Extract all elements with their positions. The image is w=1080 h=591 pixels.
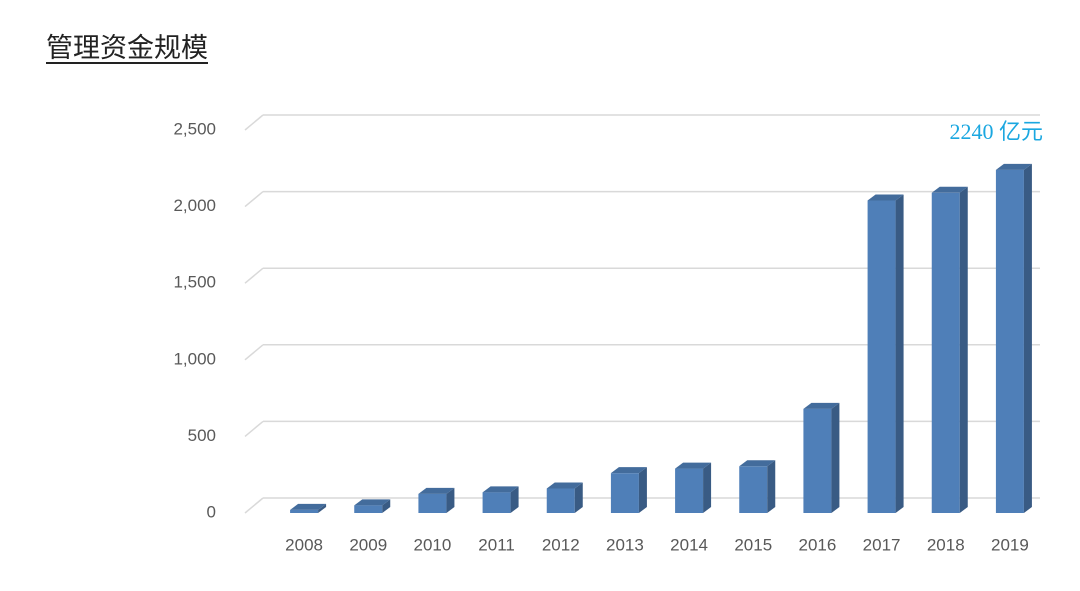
x-tick-label: 2016 — [799, 535, 837, 554]
x-tick-label: 2011 — [478, 535, 515, 554]
bar-top — [867, 194, 904, 201]
x-tick-label: 2017 — [863, 535, 901, 554]
bar-front — [867, 200, 896, 514]
bar-side — [959, 186, 968, 513]
bar-side — [638, 467, 647, 513]
page-title: 管理资金规模 — [46, 33, 208, 64]
x-tick-label: 2012 — [542, 535, 580, 554]
bar-top — [803, 402, 840, 409]
x-tick-label: 2010 — [414, 535, 452, 554]
bar-top — [739, 460, 776, 467]
x-tick-label: 2014 — [670, 535, 708, 554]
bar-side — [703, 462, 712, 513]
y-tick-label: 1,000 — [173, 349, 216, 368]
x-tick-label: 2015 — [734, 535, 772, 554]
x-tick-label: 2009 — [349, 535, 387, 554]
bar-side — [318, 503, 327, 513]
grid-line — [244, 344, 264, 361]
bar-front — [931, 192, 960, 513]
annotation: 2240 亿元 — [949, 119, 1043, 144]
bar-side — [1023, 163, 1032, 513]
x-tick-label: 2019 — [991, 535, 1029, 554]
grid-line — [244, 267, 264, 284]
bar-front — [995, 169, 1024, 513]
grid-line — [244, 420, 264, 437]
bar-side — [382, 499, 391, 513]
bar-front — [546, 488, 575, 513]
bar-front — [354, 505, 383, 513]
x-tick-label: 2013 — [606, 535, 644, 554]
bar-top — [418, 487, 455, 494]
bar-top — [546, 482, 583, 489]
bar-front — [675, 468, 704, 513]
y-tick-label: 500 — [188, 426, 216, 445]
bar-front — [290, 509, 319, 513]
bar-top — [675, 462, 712, 469]
bar-top — [995, 163, 1032, 170]
bar-top — [354, 499, 391, 506]
grid-line — [244, 114, 264, 131]
bar-side — [446, 487, 455, 513]
bar-front — [418, 493, 447, 513]
bar-front — [803, 408, 832, 513]
y-tick-label: 1,500 — [173, 273, 216, 292]
grid-line — [244, 497, 264, 514]
y-tick-label: 2,500 — [173, 119, 216, 138]
grid-line — [244, 191, 264, 208]
bar-top — [931, 186, 968, 193]
bar-side — [767, 460, 776, 513]
y-tick-label: 0 — [207, 502, 216, 521]
bar-side — [831, 402, 840, 513]
bar-side — [895, 194, 904, 514]
bar-top — [610, 467, 647, 474]
bar-side — [510, 486, 519, 513]
bar-top — [482, 486, 519, 493]
bar-side — [574, 482, 583, 513]
bar-top — [290, 503, 327, 510]
y-tick-label: 2,000 — [173, 196, 216, 215]
bar-front — [610, 473, 639, 513]
x-tick-label: 2008 — [285, 535, 323, 554]
x-tick-label: 2018 — [927, 535, 965, 554]
bar-front — [739, 466, 768, 513]
bar-front — [482, 492, 511, 513]
